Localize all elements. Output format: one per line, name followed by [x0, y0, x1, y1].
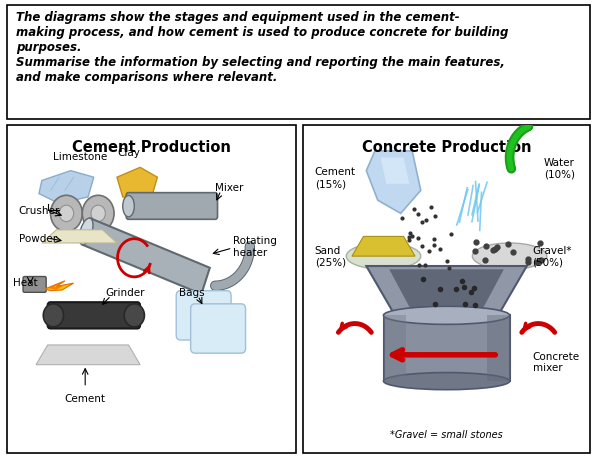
Circle shape	[44, 304, 63, 327]
Ellipse shape	[383, 373, 510, 390]
Polygon shape	[82, 219, 210, 294]
Text: Rotating
heater: Rotating heater	[233, 236, 276, 257]
Text: Gravel*
(50%): Gravel* (50%)	[533, 246, 572, 267]
Polygon shape	[36, 345, 140, 365]
Text: Powder: Powder	[19, 234, 57, 244]
Text: Heat: Heat	[13, 278, 38, 288]
Ellipse shape	[346, 243, 421, 270]
Text: The diagrams show the stages and equipment used in the cement-
making process, a: The diagrams show the stages and equipme…	[16, 11, 508, 84]
Polygon shape	[48, 284, 65, 290]
FancyBboxPatch shape	[48, 302, 140, 329]
Circle shape	[59, 206, 73, 222]
Text: Cement Production: Cement Production	[72, 140, 231, 155]
Polygon shape	[117, 168, 158, 197]
Ellipse shape	[79, 218, 93, 245]
FancyBboxPatch shape	[7, 6, 590, 119]
Text: Water
(10%): Water (10%)	[544, 157, 575, 179]
Text: Limestone: Limestone	[53, 151, 107, 162]
Text: Cement
(15%): Cement (15%)	[315, 167, 356, 189]
Polygon shape	[42, 230, 117, 243]
FancyBboxPatch shape	[176, 291, 231, 340]
FancyBboxPatch shape	[190, 304, 245, 353]
Text: Concrete Production: Concrete Production	[362, 140, 531, 155]
Text: Grinder: Grinder	[106, 288, 145, 298]
Circle shape	[124, 304, 144, 327]
Text: Sand
(25%): Sand (25%)	[315, 246, 346, 267]
Polygon shape	[383, 316, 510, 381]
Ellipse shape	[123, 196, 134, 218]
Polygon shape	[367, 151, 421, 214]
Text: Concrete
mixer: Concrete mixer	[533, 351, 580, 372]
FancyBboxPatch shape	[487, 316, 510, 381]
FancyBboxPatch shape	[23, 277, 46, 293]
Polygon shape	[381, 158, 410, 185]
FancyBboxPatch shape	[126, 193, 217, 220]
Text: Crusher: Crusher	[19, 206, 60, 216]
Circle shape	[91, 206, 106, 222]
Circle shape	[51, 196, 82, 232]
Text: Cement: Cement	[64, 393, 106, 403]
Text: Bags: Bags	[179, 288, 205, 298]
Polygon shape	[39, 171, 94, 204]
Polygon shape	[367, 266, 527, 316]
Ellipse shape	[472, 243, 547, 270]
Polygon shape	[352, 237, 415, 257]
FancyBboxPatch shape	[383, 316, 407, 381]
Text: *Gravel = small stones: *Gravel = small stones	[390, 429, 503, 439]
FancyBboxPatch shape	[7, 125, 296, 453]
Text: Clay: Clay	[117, 148, 140, 158]
FancyBboxPatch shape	[303, 125, 590, 453]
Polygon shape	[45, 281, 73, 291]
Polygon shape	[389, 270, 504, 313]
Ellipse shape	[383, 307, 510, 325]
Circle shape	[82, 196, 114, 232]
Text: Mixer: Mixer	[215, 183, 244, 193]
